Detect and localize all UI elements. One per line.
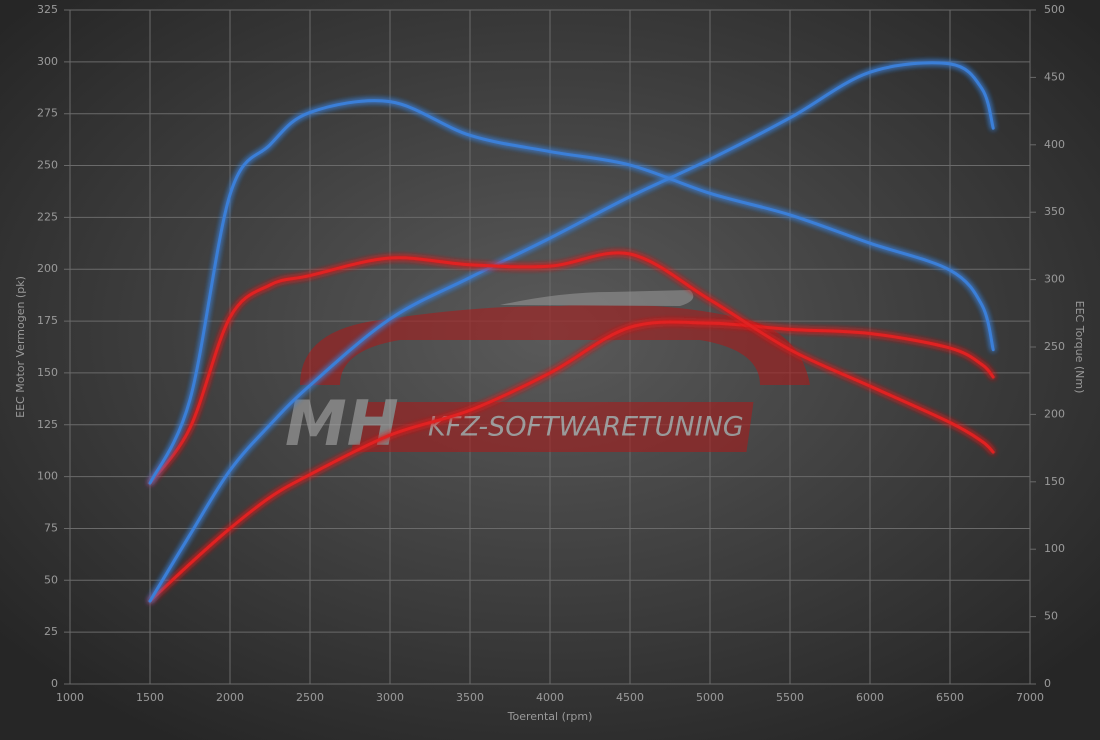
y-tick-label: 325 (37, 3, 58, 16)
y2-tick-label: 400 (1044, 138, 1065, 151)
watermark-roof (500, 290, 694, 306)
y-tick-label: 0 (51, 677, 58, 690)
y2-axis-title: EEC Torque (Nm) (1073, 301, 1086, 394)
lines (148, 61, 995, 603)
y-tick-label: 150 (37, 366, 58, 379)
y2-tick-label: 300 (1044, 273, 1065, 286)
y-tick-label: 200 (37, 262, 58, 275)
series-line (148, 61, 995, 603)
watermark-band (351, 402, 754, 452)
x-tick-label: 3500 (456, 691, 484, 704)
watermark-car (300, 304, 810, 385)
x-tick-label: 6000 (856, 691, 884, 704)
watermark-logo: MH (285, 387, 399, 460)
x-tick-label: 4000 (536, 691, 564, 704)
watermark-text: KFZ-SOFTWARETUNING (428, 412, 744, 443)
y2-tick-label: 50 (1044, 610, 1058, 623)
series-line (148, 251, 995, 485)
y-tick-label: 225 (37, 210, 58, 223)
x-axis-title: Toerental (rpm) (507, 710, 593, 723)
x-tick-label: 6500 (936, 691, 964, 704)
x-tick-label: 1000 (56, 691, 84, 704)
y-tick-label: 125 (37, 418, 58, 431)
x-tick-label: 5000 (696, 691, 724, 704)
y-tick-label: 25 (44, 625, 58, 638)
y2-tick-label: 450 (1044, 70, 1065, 83)
y2-tick-label: 200 (1044, 407, 1065, 420)
y2-tick-label: 150 (1044, 475, 1065, 488)
y2-tick-label: 250 (1044, 340, 1065, 353)
y-tick-label: 300 (37, 55, 58, 68)
x-tick-label: 5500 (776, 691, 804, 704)
x-tick-label: 7000 (1016, 691, 1044, 704)
series-line (148, 320, 995, 603)
y2-tick-label: 500 (1044, 3, 1065, 16)
x-tick-label: 2500 (296, 691, 324, 704)
y-tick-label: 250 (37, 159, 58, 172)
y-axis-title: EEC Motor Vermogen (pk) (14, 276, 27, 418)
y-tick-label: 75 (44, 521, 58, 534)
x-tick-label: 2000 (216, 691, 244, 704)
y2-tick-label: 100 (1044, 542, 1065, 555)
y-tick-label: 175 (37, 314, 58, 327)
y2-tick-label: 0 (1044, 677, 1051, 690)
y2-tick-label: 350 (1044, 205, 1065, 218)
x-tick-label: 3000 (376, 691, 404, 704)
y-tick-label: 100 (37, 470, 58, 483)
series-line (148, 99, 995, 485)
y-tick-label: 50 (44, 573, 58, 586)
x-tick-label: 1500 (136, 691, 164, 704)
watermark: MH KFZ-SOFTWARETUNING (285, 290, 810, 460)
y-tick-label: 275 (37, 107, 58, 120)
x-tick-label: 4500 (616, 691, 644, 704)
